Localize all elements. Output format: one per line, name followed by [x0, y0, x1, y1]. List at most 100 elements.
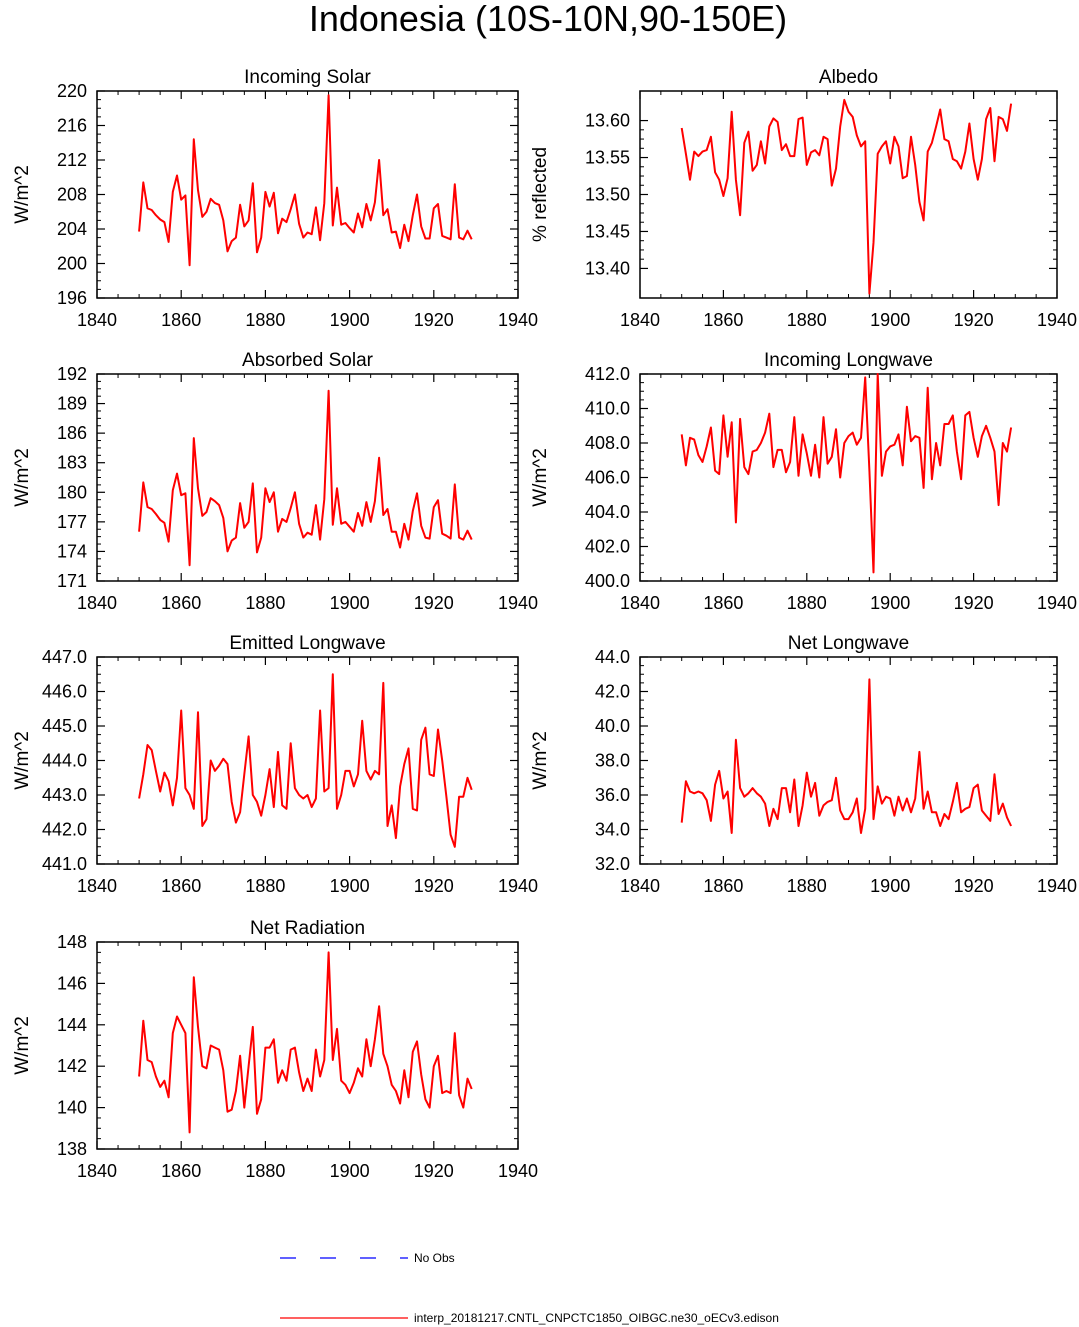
y-tick-label: 13.60 — [585, 111, 630, 131]
plot-frame — [639, 656, 1058, 865]
x-tick-label: 1900 — [330, 1161, 370, 1181]
x-tick-label: 1920 — [954, 593, 994, 613]
y-tick-label: 204 — [57, 219, 87, 239]
y-tick-label: 180 — [57, 482, 87, 502]
y-axis-label: W/m^2 — [12, 731, 33, 790]
y-tick-label: 40.0 — [595, 716, 630, 736]
panel-absorbed-solar: Absorbed Solar W/m^2 1840 1860 1880 1900 1920 1… — [12, 350, 538, 613]
x-tick-label: 1860 — [161, 1161, 201, 1181]
panels: Incoming Solar W/m^2 1840 1860 1880 1900 1920 1… — [12, 67, 1077, 1181]
y-tick-label: 446.0 — [42, 682, 87, 702]
y-tick-label: 174 — [57, 541, 87, 561]
y-tick-label: 443.0 — [42, 785, 87, 805]
figure-title: Indonesia (10S-10N,90-150E) — [309, 0, 787, 39]
x-tick-label: 1900 — [330, 593, 370, 613]
x-tick-label: 1880 — [245, 1161, 285, 1181]
panel-title: Incoming Solar — [244, 67, 371, 88]
x-tick-label: 1920 — [954, 310, 994, 330]
panel-incoming-longwave: Incoming Longwave W/m^2 1840 1860 1880 1900 19… — [530, 350, 1077, 613]
x-tick-label: 1900 — [870, 310, 910, 330]
panel-title: Net Radiation — [250, 918, 365, 939]
x-tick-label: 1940 — [498, 876, 538, 896]
y-tick-label: 220 — [57, 81, 87, 101]
plot-frame — [96, 373, 519, 582]
x-tick-label: 1900 — [870, 593, 910, 613]
x-tick-label: 1880 — [245, 876, 285, 896]
y-tick-label: 13.55 — [585, 148, 630, 168]
y-axis-label: W/m^2 — [12, 448, 33, 507]
y-tick-label: 44.0 — [595, 647, 630, 667]
x-tick-label: 1860 — [161, 593, 201, 613]
series-line — [138, 389, 473, 567]
y-tick-label: 412.0 — [585, 364, 630, 384]
y-tick-label: 406.0 — [585, 468, 630, 488]
y-tick-label: 148 — [57, 932, 87, 952]
y-axis-label: W/m^2 — [12, 1016, 33, 1075]
x-tick-label: 1920 — [414, 310, 454, 330]
x-tick-label: 1900 — [330, 876, 370, 896]
y-tick-label: 144 — [57, 1015, 87, 1035]
y-axis-label: W/m^2 — [530, 448, 551, 507]
y-tick-label: 142 — [57, 1056, 87, 1076]
y-tick-label: 200 — [57, 254, 87, 274]
x-tick-label: 1840 — [620, 593, 660, 613]
x-tick-label: 1900 — [870, 876, 910, 896]
x-tick-label: 1940 — [498, 593, 538, 613]
x-tick-label: 1940 — [1037, 310, 1077, 330]
y-tick-label: 42.0 — [595, 682, 630, 702]
legend-model-label: interp_20181217.CNTL_CNPCTC1850_OIBGC.ne… — [414, 1311, 779, 1325]
x-tick-label: 1840 — [620, 876, 660, 896]
legend-obs-label: No Obs — [414, 1251, 455, 1265]
x-tick-label: 1940 — [498, 310, 538, 330]
y-tick-label: 402.0 — [585, 537, 630, 557]
x-tick-label: 1880 — [245, 310, 285, 330]
y-tick-label: 140 — [57, 1098, 87, 1118]
y-tick-label: 442.0 — [42, 820, 87, 840]
y-tick-label: 408.0 — [585, 433, 630, 453]
y-tick-label: 445.0 — [42, 716, 87, 736]
panel-net-longwave: Net Longwave W/m^2 1840 1860 1880 1900 1920 194… — [530, 633, 1077, 896]
y-tick-label: 13.40 — [585, 258, 630, 278]
y-tick-label: 13.45 — [585, 221, 630, 241]
x-tick-label: 1880 — [787, 310, 827, 330]
series-line — [138, 94, 473, 267]
y-axis-label: W/m^2 — [12, 165, 33, 224]
y-tick-label: 444.0 — [42, 751, 87, 771]
series-line — [680, 678, 1013, 834]
panel-net-radiation: Net Radiation W/m^2 1840 1860 1880 1900 1920 19… — [12, 918, 538, 1181]
x-tick-label: 1860 — [161, 876, 201, 896]
plot-frame — [639, 373, 1058, 582]
series-line — [680, 373, 1013, 574]
y-tick-label: 36.0 — [595, 785, 630, 805]
x-tick-label: 1920 — [414, 1161, 454, 1181]
x-tick-label: 1860 — [703, 876, 743, 896]
x-tick-label: 1900 — [330, 310, 370, 330]
panel-title: Albedo — [819, 67, 878, 88]
y-tick-label: 212 — [57, 150, 87, 170]
x-tick-label: 1860 — [703, 593, 743, 613]
y-axis-label: % reflected — [530, 147, 551, 242]
y-tick-label: 177 — [57, 512, 87, 532]
y-tick-label: 404.0 — [585, 502, 630, 522]
x-tick-label: 1920 — [414, 593, 454, 613]
series-line — [138, 673, 473, 848]
x-tick-label: 1880 — [245, 593, 285, 613]
x-tick-label: 1840 — [77, 310, 117, 330]
panel-title: Net Longwave — [788, 633, 909, 654]
y-tick-label: 32.0 — [595, 854, 630, 874]
y-tick-label: 208 — [57, 185, 87, 205]
plot-frame — [639, 90, 1058, 299]
y-tick-label: 146 — [57, 973, 87, 993]
y-tick-label: 138 — [57, 1139, 87, 1159]
x-tick-label: 1860 — [161, 310, 201, 330]
y-tick-label: 410.0 — [585, 399, 630, 419]
panel-title: Incoming Longwave — [764, 350, 933, 371]
y-tick-label: 38.0 — [595, 751, 630, 771]
plot-frame — [96, 656, 519, 865]
panel-incoming-solar: Incoming Solar W/m^2 1840 1860 1880 1900 1920 1… — [12, 67, 538, 330]
legend: No Obs interp_20181217.CNTL_CNPCTC1850_O… — [280, 1251, 779, 1325]
x-tick-label: 1940 — [498, 1161, 538, 1181]
y-tick-label: 183 — [57, 453, 87, 473]
y-axis-label: W/m^2 — [530, 731, 551, 790]
